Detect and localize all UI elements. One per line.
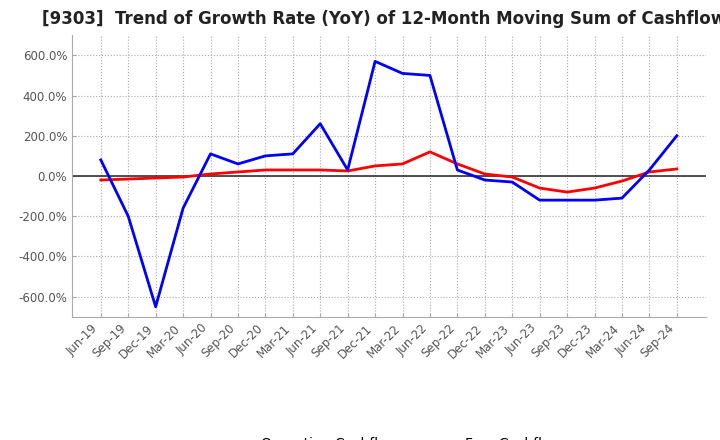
Operating Cashflow — [179, 174, 187, 180]
Operating Cashflow — [672, 166, 681, 172]
Free Cashflow — [426, 73, 434, 78]
Operating Cashflow — [124, 176, 132, 182]
Free Cashflow — [261, 153, 270, 158]
Operating Cashflow — [233, 169, 242, 175]
Operating Cashflow — [398, 161, 407, 167]
Free Cashflow — [179, 205, 187, 211]
Operating Cashflow — [536, 185, 544, 191]
Free Cashflow — [96, 157, 105, 162]
Free Cashflow — [453, 167, 462, 172]
Free Cashflow — [206, 151, 215, 157]
Free Cashflow — [124, 213, 132, 219]
Free Cashflow — [480, 177, 489, 183]
Line: Free Cashflow: Free Cashflow — [101, 61, 677, 307]
Operating Cashflow — [618, 178, 626, 183]
Operating Cashflow — [206, 171, 215, 176]
Free Cashflow — [233, 161, 242, 167]
Title: [9303]  Trend of Growth Rate (YoY) of 12-Month Moving Sum of Cashflows: [9303] Trend of Growth Rate (YoY) of 12-… — [42, 10, 720, 28]
Operating Cashflow — [480, 171, 489, 176]
Operating Cashflow — [316, 167, 325, 172]
Operating Cashflow — [371, 163, 379, 169]
Free Cashflow — [645, 167, 654, 172]
Free Cashflow — [672, 133, 681, 139]
Operating Cashflow — [426, 149, 434, 154]
Operating Cashflow — [289, 167, 297, 172]
Free Cashflow — [536, 198, 544, 203]
Free Cashflow — [563, 198, 572, 203]
Operating Cashflow — [590, 185, 599, 191]
Operating Cashflow — [453, 161, 462, 167]
Free Cashflow — [343, 167, 352, 172]
Free Cashflow — [508, 180, 516, 185]
Free Cashflow — [371, 59, 379, 64]
Operating Cashflow — [261, 167, 270, 172]
Operating Cashflow — [563, 190, 572, 195]
Free Cashflow — [398, 71, 407, 76]
Operating Cashflow — [645, 169, 654, 175]
Line: Operating Cashflow: Operating Cashflow — [101, 152, 677, 192]
Operating Cashflow — [343, 169, 352, 174]
Operating Cashflow — [508, 174, 516, 180]
Legend: Operating Cashflow, Free Cashflow: Operating Cashflow, Free Cashflow — [210, 431, 567, 440]
Free Cashflow — [289, 151, 297, 157]
Free Cashflow — [316, 121, 325, 126]
Operating Cashflow — [96, 177, 105, 183]
Operating Cashflow — [151, 176, 160, 181]
Free Cashflow — [590, 198, 599, 203]
Free Cashflow — [618, 195, 626, 201]
Free Cashflow — [151, 304, 160, 309]
